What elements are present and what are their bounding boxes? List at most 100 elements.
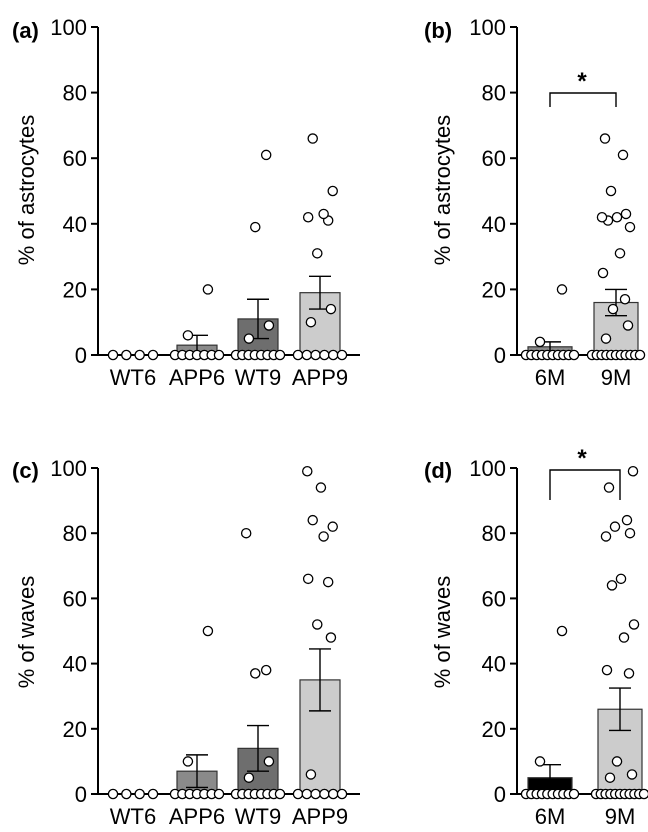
data-point (327, 521, 338, 532)
data-point (305, 769, 317, 780)
panel-label: (a) (12, 18, 39, 43)
data-point (336, 788, 348, 800)
panel-a: (a) % of astrocytes 0 20 40 60 80 100 WT6 APP6 WT9… (12, 15, 360, 390)
y-tick-label: 20 (63, 717, 87, 742)
data-point (609, 521, 621, 532)
data-point (611, 211, 623, 223)
y-tick-label: 40 (482, 652, 506, 677)
data-point (556, 284, 568, 295)
y-tick-label: 40 (63, 212, 87, 237)
data-point (603, 482, 615, 493)
data-point (327, 349, 339, 361)
data-point (325, 632, 337, 643)
panel-b: (b) % of astrocytes 0 20 40 60 80 100 6M 9M * (424, 15, 646, 390)
data-point (618, 632, 630, 643)
data-point (315, 482, 327, 493)
y-axis-label: % of waves (430, 576, 455, 689)
data-point (599, 133, 611, 144)
y-tick-label: 0 (75, 782, 87, 807)
significance-star: * (577, 445, 587, 472)
y-tick-label: 60 (63, 586, 87, 611)
data-point (634, 349, 646, 361)
data-point (107, 349, 119, 361)
y-tick-label: 80 (63, 81, 87, 106)
data-point (626, 769, 638, 780)
data-point (250, 668, 261, 679)
significance-bracket (549, 469, 621, 500)
data-point (292, 349, 304, 361)
data-point (134, 788, 145, 800)
x-tick-label: 6M (535, 365, 566, 390)
x-tick-label: 9M (605, 804, 636, 829)
y-tick-label: 100 (469, 456, 506, 481)
data-point (301, 788, 313, 800)
data-point (627, 466, 639, 477)
data-point (568, 349, 580, 361)
data-point (147, 788, 159, 800)
data-point (568, 788, 580, 800)
data-point (121, 788, 132, 800)
data-point (596, 211, 608, 223)
data-point (263, 320, 275, 331)
data-point (327, 788, 339, 800)
x-tick-label: 9M (601, 365, 632, 390)
x-tick-label: WT6 (110, 365, 156, 390)
data-point (182, 756, 194, 767)
data-point (534, 756, 546, 767)
y-tick-label: 40 (482, 212, 506, 237)
data-point (601, 664, 613, 676)
data-point (147, 349, 159, 361)
data-point (597, 267, 609, 279)
data-point (556, 625, 568, 637)
data-point (619, 293, 631, 305)
significance-bracket (549, 92, 617, 107)
data-point (213, 349, 225, 361)
data-point (263, 756, 275, 767)
y-tick-label: 0 (494, 343, 506, 368)
data-point (310, 349, 321, 361)
panel-d: (d) % of waves 0 20 40 60 80 100 6M 9M * (424, 445, 648, 829)
data-point (310, 788, 321, 800)
y-tick-label: 100 (50, 15, 87, 40)
data-point (615, 573, 627, 585)
data-point (322, 576, 334, 588)
data-point (213, 788, 225, 800)
data-point (307, 514, 318, 526)
y-tick-label: 100 (469, 15, 506, 40)
data-point (624, 221, 636, 233)
data-point (628, 619, 640, 630)
data-point (605, 185, 617, 197)
data-point (318, 531, 329, 542)
x-tick-label: APP9 (292, 365, 348, 390)
y-tick-label: 80 (482, 81, 506, 106)
y-tick-label: 40 (63, 652, 87, 677)
data-point (305, 316, 317, 328)
data-point (325, 303, 337, 315)
data-point (182, 330, 194, 341)
data-point (107, 788, 119, 800)
x-tick-label: WT9 (235, 804, 281, 829)
data-point (302, 211, 314, 223)
x-tick-label: WT9 (235, 365, 281, 390)
x-tick-label: WT6 (110, 804, 156, 829)
data-point (260, 149, 272, 161)
data-point (614, 248, 626, 259)
data-point (302, 466, 313, 477)
y-tick-label: 60 (63, 146, 87, 171)
data-point (302, 573, 314, 585)
data-point (202, 284, 214, 295)
data-point (134, 349, 145, 361)
data-point (600, 531, 612, 542)
data-point (243, 772, 255, 783)
y-axis-label: % of waves (14, 576, 39, 689)
y-tick-label: 0 (75, 343, 87, 368)
data-point (611, 756, 623, 767)
data-point (312, 619, 323, 630)
data-point (606, 580, 618, 591)
x-tick-label: 6M (535, 804, 566, 829)
panel-label: (d) (424, 458, 452, 483)
data-point (319, 349, 330, 361)
data-point (312, 248, 323, 259)
data-point (534, 336, 546, 348)
